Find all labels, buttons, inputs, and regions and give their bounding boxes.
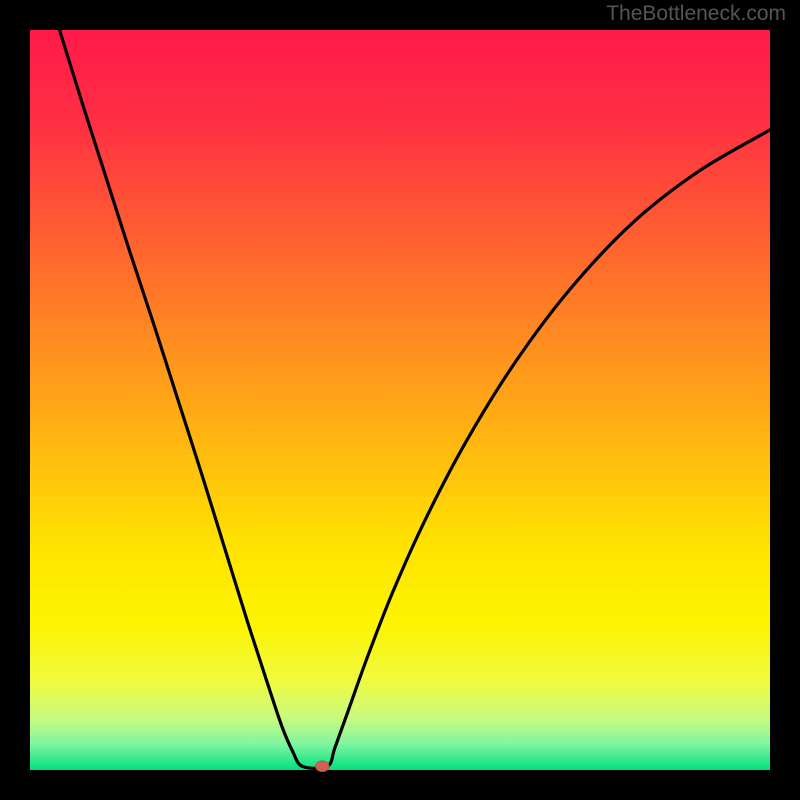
chart-container: TheBottleneck.com — [0, 0, 800, 800]
plot-background — [30, 30, 770, 770]
watermark-text: TheBottleneck.com — [606, 2, 786, 26]
optimal-marker — [315, 761, 329, 772]
bottleneck-chart — [0, 0, 800, 800]
